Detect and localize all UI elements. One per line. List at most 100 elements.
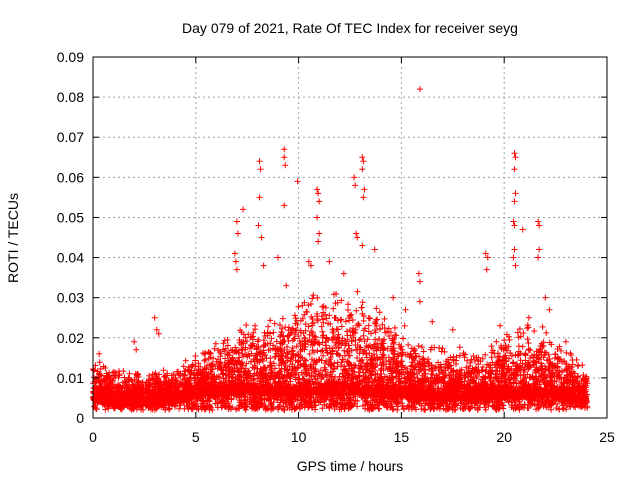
data-point: [391, 336, 398, 343]
data-point: [568, 364, 575, 371]
data-point: [441, 348, 448, 355]
data-point: [488, 343, 495, 350]
data-point: [202, 350, 209, 357]
data-point: [121, 374, 128, 381]
data-point: [301, 299, 308, 306]
data-point: [348, 338, 355, 345]
data-point: [116, 382, 123, 389]
data-point: [274, 346, 281, 353]
data-point: [338, 359, 345, 366]
data-point: [549, 370, 556, 377]
data-point: [372, 318, 379, 325]
data-point: [327, 362, 334, 369]
data-point: [293, 343, 300, 350]
data-point: [189, 362, 196, 369]
data-point: [372, 336, 379, 343]
data-point: [456, 352, 463, 359]
data-point: [446, 375, 453, 382]
data-point: [355, 362, 362, 369]
data-point: [241, 368, 248, 375]
data-point: [346, 365, 353, 372]
data-point: [236, 337, 243, 344]
data-point: [377, 374, 384, 381]
data-point: [294, 364, 301, 371]
data-point: [339, 356, 346, 363]
data-point: [311, 340, 318, 347]
data-point: [152, 370, 159, 377]
data-point: [398, 364, 405, 371]
data-point: [243, 322, 250, 329]
data-point: [116, 371, 123, 378]
data-point: [356, 322, 363, 329]
data-point: [515, 334, 522, 341]
data-point: [309, 347, 316, 354]
data-point: [160, 367, 167, 374]
data-point: [208, 371, 215, 378]
data-point: [208, 366, 215, 373]
data-point: [180, 363, 187, 370]
data-point: [428, 371, 435, 378]
data-point: [353, 307, 360, 314]
data-point: [479, 363, 486, 370]
data-point: [238, 358, 245, 365]
data-point: [494, 361, 501, 368]
data-point: [217, 366, 224, 373]
data-point: [313, 380, 320, 387]
data-point: [306, 350, 313, 357]
data-point: [376, 309, 383, 316]
data-point: [377, 356, 384, 363]
data-point: [473, 354, 480, 361]
data-point: [413, 370, 420, 377]
data-point: [559, 369, 566, 376]
data-point: [462, 373, 469, 380]
data-point: [453, 354, 460, 361]
data-point: [104, 375, 111, 382]
data-point: [232, 344, 239, 351]
data-point: [178, 379, 185, 386]
data-point: [420, 356, 427, 363]
data-point: [345, 301, 352, 308]
data-point: [281, 338, 288, 345]
data-point: [429, 364, 436, 371]
data-point: [90, 367, 97, 374]
data-point: [278, 329, 285, 336]
data-point: [354, 354, 361, 361]
data-point: [319, 328, 326, 335]
data-point: [225, 363, 232, 370]
data-point: [202, 356, 209, 363]
data-point: [361, 338, 368, 345]
data-point: [465, 370, 472, 377]
data-point: [267, 346, 274, 353]
data-point: [338, 362, 345, 369]
data-point: [226, 378, 233, 385]
data-point: [399, 349, 406, 356]
data-point: [536, 349, 543, 356]
data-point: [334, 317, 341, 324]
data-point: [360, 327, 367, 334]
data-point: [363, 342, 370, 349]
data-point: [344, 377, 351, 384]
data-point: [273, 338, 280, 345]
data-point: [356, 337, 363, 344]
data-point: [381, 324, 388, 331]
data-point: [346, 312, 353, 319]
data-point: [415, 342, 422, 349]
data-point: [378, 373, 385, 380]
data-point: [328, 362, 335, 369]
data-point: [369, 355, 376, 362]
data-point: [306, 331, 313, 338]
data-point: [350, 328, 357, 335]
data-point: [265, 323, 272, 330]
data-point: [574, 363, 581, 370]
data-point: [399, 335, 406, 342]
data-point: [207, 354, 214, 361]
data-point: [262, 333, 269, 340]
data-point: [428, 380, 435, 387]
data-point: [431, 344, 438, 351]
data-point: [231, 364, 238, 371]
data-point: [441, 373, 448, 380]
data-point: [180, 383, 187, 390]
data-point: [250, 329, 257, 336]
data-point: [370, 345, 377, 352]
data-point: [292, 320, 299, 327]
